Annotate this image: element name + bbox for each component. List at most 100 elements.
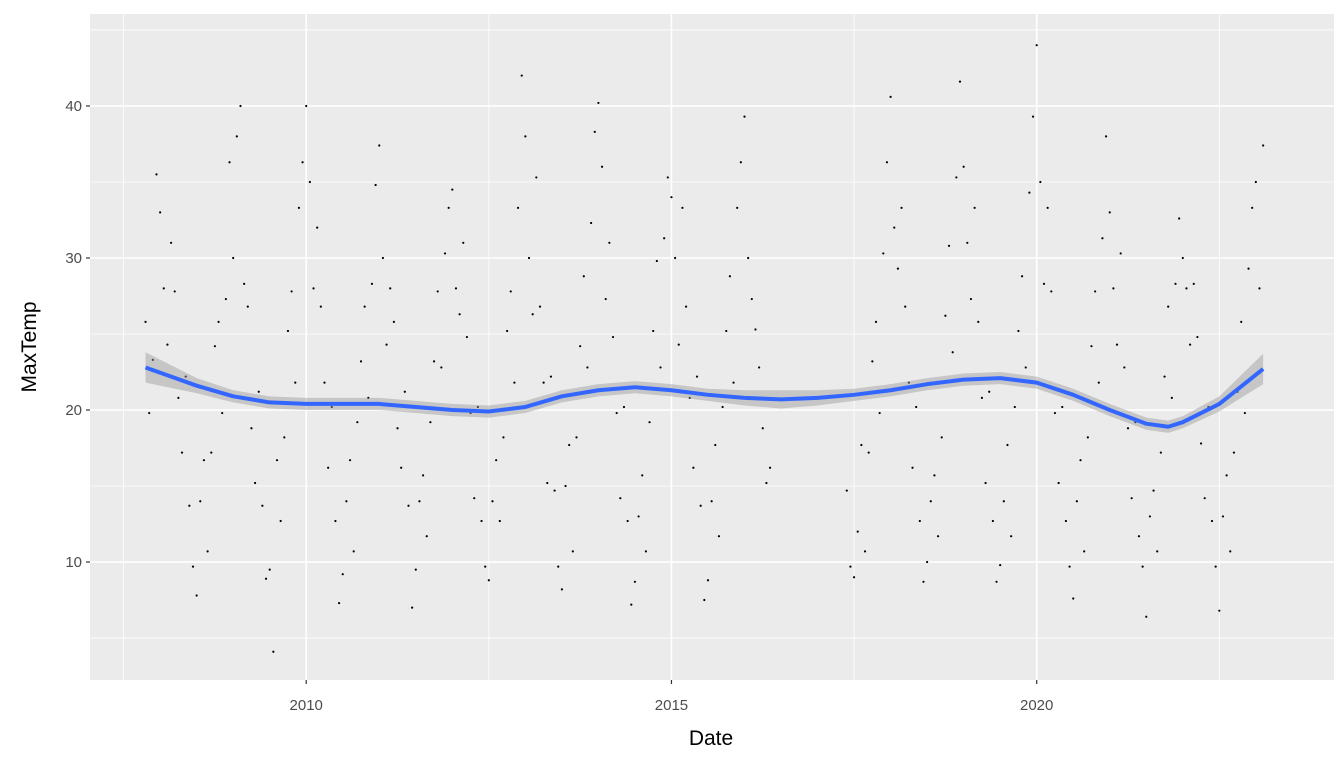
point [739, 161, 742, 164]
x-axis-title: Date [689, 727, 733, 750]
point [845, 489, 848, 492]
point [904, 305, 907, 308]
point [1112, 287, 1115, 290]
point [498, 519, 501, 523]
x-tick-label: 2010 [290, 697, 323, 714]
point [991, 519, 994, 523]
point [385, 343, 388, 346]
point [980, 396, 984, 399]
point [392, 320, 395, 323]
point [728, 275, 731, 278]
point [1251, 206, 1254, 209]
point [327, 466, 330, 469]
point [268, 568, 271, 571]
point [261, 504, 264, 507]
point [648, 421, 651, 424]
point [316, 226, 319, 229]
point [1254, 180, 1257, 184]
point [253, 481, 257, 485]
point [363, 305, 366, 308]
point [1006, 443, 1009, 447]
point [1050, 290, 1053, 293]
point [506, 329, 509, 333]
point [359, 360, 363, 363]
point [159, 211, 162, 214]
point [257, 390, 260, 393]
point [1010, 535, 1013, 538]
point [597, 101, 600, 105]
point [849, 565, 852, 568]
point [575, 436, 578, 439]
point [947, 244, 951, 247]
point [1053, 411, 1057, 415]
point [535, 176, 538, 179]
point [524, 135, 527, 138]
point [400, 466, 403, 469]
point [407, 504, 410, 507]
point [546, 481, 549, 485]
point [144, 320, 147, 323]
point [593, 130, 596, 133]
point [977, 320, 980, 323]
point [352, 550, 355, 553]
point [356, 421, 359, 424]
point [264, 577, 268, 580]
point [162, 287, 165, 290]
point [882, 252, 885, 255]
point [655, 259, 658, 263]
point [425, 535, 428, 538]
point [1199, 442, 1203, 445]
y-tick-label: 30 [65, 250, 82, 267]
point [516, 206, 520, 209]
point [414, 568, 417, 571]
labels: 2010 2015 2020 10 20 30 40 [65, 98, 1053, 714]
point [290, 290, 293, 293]
point [502, 436, 505, 439]
point [484, 565, 487, 568]
point [1061, 405, 1064, 409]
point [1203, 497, 1206, 500]
point [600, 165, 604, 168]
point [955, 176, 958, 179]
point [458, 313, 461, 316]
panel [90, 14, 1334, 680]
point [1072, 597, 1075, 600]
point [918, 519, 921, 523]
point [1159, 451, 1162, 454]
y-tick-label: 10 [65, 554, 82, 571]
point [305, 104, 308, 108]
point [1020, 275, 1024, 278]
point [1192, 282, 1195, 285]
point [487, 579, 490, 582]
x-tick-label: 2020 [1020, 697, 1053, 714]
point [476, 405, 479, 409]
point [761, 427, 764, 430]
point [915, 405, 918, 409]
point [1145, 615, 1148, 618]
point [246, 305, 249, 308]
point [1123, 366, 1126, 369]
point [893, 226, 896, 229]
point [721, 405, 724, 409]
point [922, 580, 925, 583]
point [191, 565, 195, 568]
point [202, 459, 206, 462]
point [531, 313, 534, 316]
point [418, 500, 421, 503]
point [1002, 500, 1005, 503]
point [367, 396, 370, 399]
point [297, 206, 301, 209]
point [633, 580, 637, 583]
point [451, 188, 454, 191]
point [871, 360, 874, 363]
point [641, 474, 644, 477]
point [286, 329, 290, 333]
point [758, 366, 761, 369]
point [480, 519, 483, 523]
point [323, 381, 326, 384]
point [447, 206, 450, 209]
point [473, 497, 476, 500]
point [337, 601, 341, 605]
point [1225, 474, 1228, 477]
point [301, 161, 304, 164]
